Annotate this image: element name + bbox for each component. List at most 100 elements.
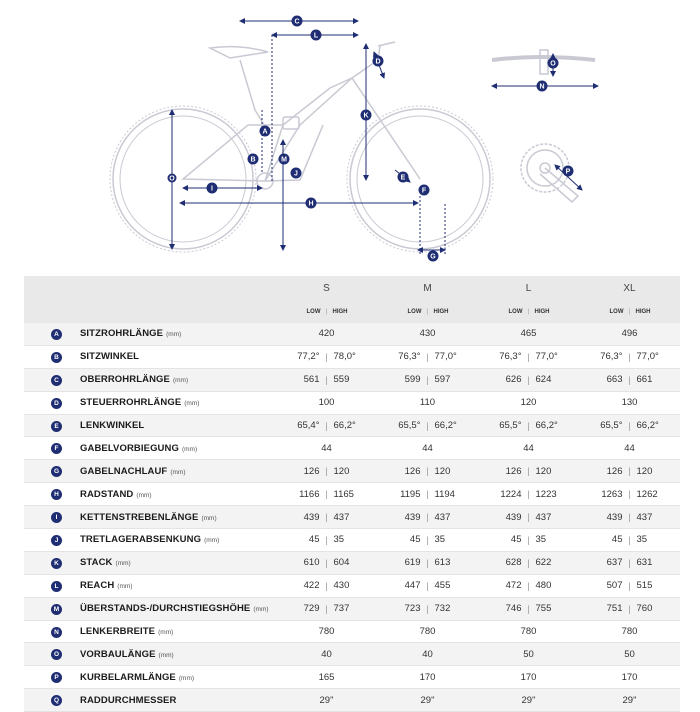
geometry-diagram: C L D O N A K B M J E F I H G P O [0,0,700,270]
high-value: 77,0° [434,351,457,363]
single-value: 780 [318,626,335,638]
low-value: 729 [303,603,320,615]
dimension-letter-badge: F [51,443,62,455]
single-value: 780 [419,626,436,638]
dimension-letter-badge: N [51,626,62,638]
badge-p: P [562,165,574,177]
value-separator: | [426,466,429,477]
single-value: 780 [621,626,638,638]
size-value-cell: 126 | 120 [276,459,377,484]
single-value: 50 [624,648,635,660]
size-value-cell: 780 [478,620,579,644]
size-value-cell: 610 | 604 [276,551,377,575]
size-value-cell: 40 [276,642,377,667]
single-value: 29" [521,694,536,706]
size-value-cell: 126 | 120 [377,459,478,484]
low-value: 439 [505,511,522,523]
badge-n: N [536,80,548,92]
single-value: 44 [422,442,433,454]
low-value: 76,3° [499,351,522,363]
value-separator: | [527,512,530,523]
size-value-cell: 729 | 737 [276,597,377,621]
value-separator: | [325,603,328,614]
svg-text:E: E [401,175,406,182]
geometry-table: S M L XL LOW | HIGH LOW | HIGH LOW | HIGH LOW |… [24,276,680,712]
single-value: 110 [419,397,436,409]
size-value-cell: 50 [579,642,680,667]
single-value: 50 [523,648,534,660]
value-separator: | [325,512,328,523]
size-value-cell: 126 | 120 [478,459,579,484]
table-row: D STEUERROHRLÄNGE (mm) 100 110 120 130 [24,391,680,415]
size-value-cell: 626 | 624 [478,368,579,392]
single-value: 44 [523,442,534,454]
high-value: 624 [535,374,552,386]
low-high-label: LOW | HIGH [377,301,478,323]
size-value-cell: 561 | 559 [276,368,377,392]
size-value-cell: 420 [276,322,377,346]
parameter-unit: (mm) [204,537,220,545]
size-value-cell: 637 | 631 [579,551,680,575]
size-value-cell: 1224 | 1223 [478,482,579,507]
parameter-name: LENKERBREITE [80,626,156,638]
svg-text:C: C [294,19,299,26]
size-value-cell: 45 | 35 [579,528,680,552]
svg-text:L: L [314,33,319,40]
dimension-letter-badge: J [51,534,62,546]
high-value: 437 [535,511,552,523]
parameter-unit: (mm) [184,400,200,408]
parameter-name: RADSTAND [80,488,134,500]
value-separator: | [527,603,530,614]
high-value: 77,0° [535,351,558,363]
svg-text:F: F [422,188,427,195]
low-value: 126 [606,465,623,477]
low-value: 126 [404,465,421,477]
size-header-row: S M L XL [24,276,680,302]
parameter-name: SITZROHRLÄNGE [80,328,164,340]
size-value-cell: 76,3° | 77,0° [579,345,680,369]
low-value: 45 [308,534,320,546]
size-value-cell: 723 | 732 [377,597,478,621]
single-value: 40 [321,648,332,660]
high-value: 66,2° [636,420,659,431]
low-value: 422 [303,580,320,592]
high-value: 437 [636,511,653,523]
size-value-cell: 76,3° | 77,0° [478,345,579,369]
dimension-letter-badge: P [51,672,62,684]
value-separator: | [325,580,328,591]
size-value-cell: 1195 | 1194 [377,482,478,507]
table-row: K STACK (mm) 610 | 604 619 | 613 628 | 622 637 | 631 [24,551,680,575]
dimension-letter-badge: D [51,397,62,409]
table-row: G GABELNACHLAUF (mm) 126 | 120 126 | 120 126 | 120 1… [24,459,680,484]
size-value-cell: 45 | 35 [377,528,478,552]
table-row: N LENKERBREITE (mm) 780 780 780 780 [24,620,680,644]
size-value-cell: 746 | 755 [478,597,579,621]
size-value-cell: 29" [276,688,377,712]
value-separator: | [527,420,530,431]
high-value: 66,2° [535,420,558,431]
size-value-cell: 45 | 35 [478,528,579,552]
size-value-cell: 44 [478,436,579,461]
rear-wheel [109,105,257,253]
low-value: 126 [505,465,522,477]
size-value-cell: 130 [579,391,680,415]
dimension-letter-badge: A [51,328,62,340]
value-separator: | [426,603,429,614]
table-row: B SITZWINKEL 77,2° | 78,0° 76,3° | 77,0° 76,3° | 7… [24,345,680,369]
bike-geometry-svg: C L D O N A K B M J E F I H G P O [109,15,599,262]
single-value: 44 [321,442,332,454]
high-value: 35 [333,534,345,546]
value-separator: | [426,351,429,362]
badge-e: E [397,171,409,183]
size-value-cell: 65,5° | 66,2° [478,414,579,438]
svg-text:H: H [308,201,313,208]
table-row: H RADSTAND (mm) 1166 | 1165 1195 | 1194 1224 | 1223… [24,482,680,507]
single-value: 420 [318,328,335,340]
parameter-unit: (mm) [253,606,269,614]
single-value: 120 [520,397,537,409]
value-separator: | [628,420,631,431]
svg-text:A: A [262,129,267,136]
size-value-cell: 472 | 480 [478,574,579,598]
low-value: 439 [606,511,623,523]
parameter-unit: (mm) [181,445,198,453]
